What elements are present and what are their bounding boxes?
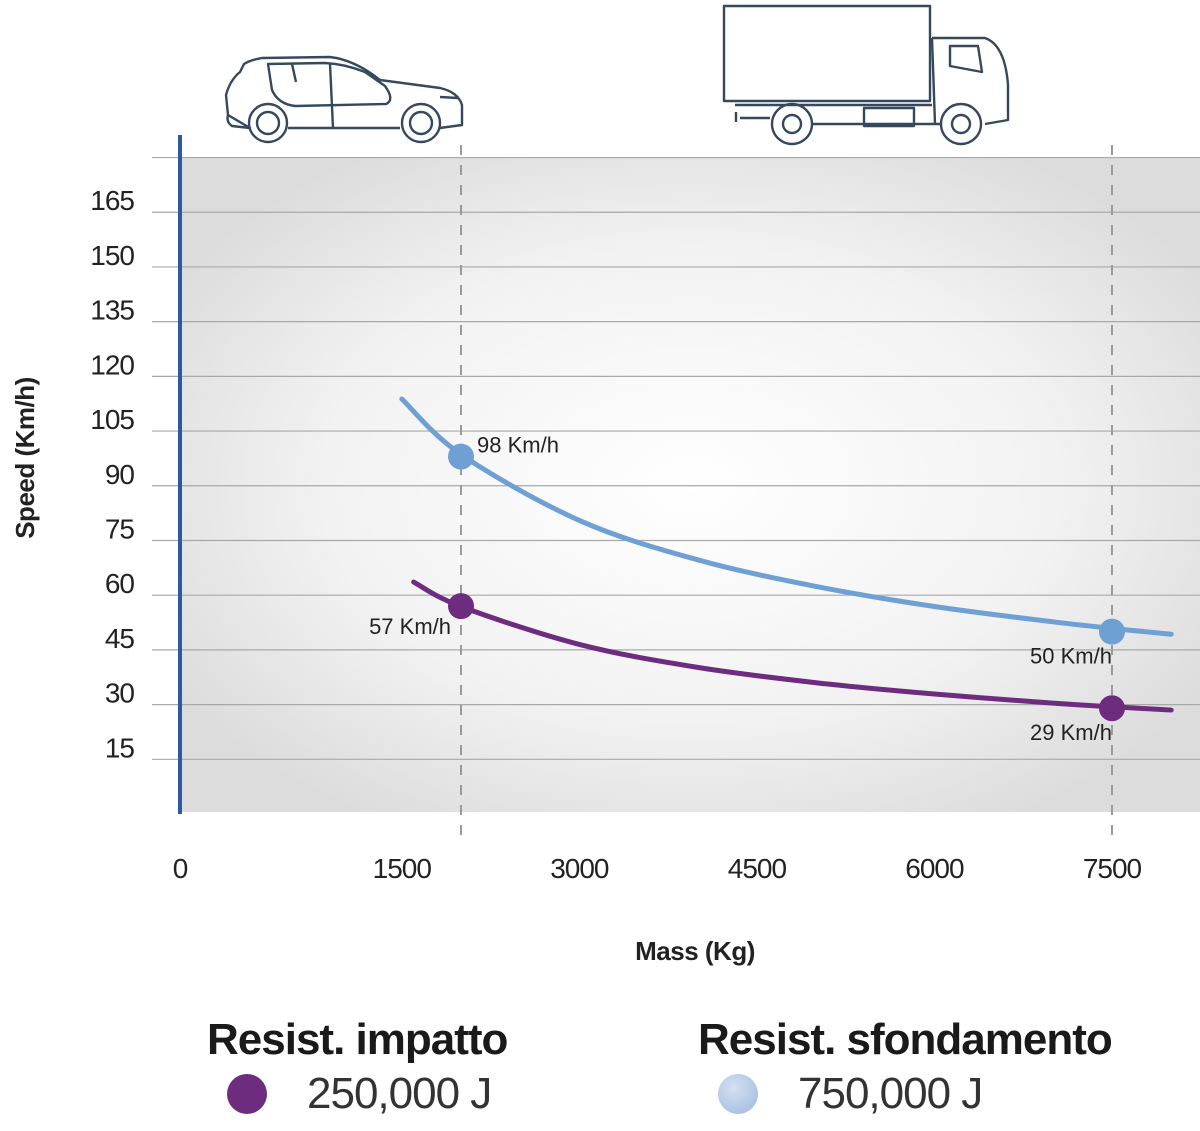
- x-tick-label: 0: [173, 853, 188, 884]
- legend-title: Resist. sfondamento: [698, 1015, 1113, 1064]
- legend-item-sfondamento: Resist. sfondamento 750,000 J: [698, 1015, 1113, 1119]
- y-tick-label: 60: [105, 568, 135, 599]
- legend-swatch-blue: [718, 1074, 758, 1114]
- y-tick-label: 120: [90, 349, 134, 380]
- y-tick-label: 165: [90, 185, 134, 216]
- reference-lines: [460, 145, 1113, 838]
- legend-swatch-purple: [227, 1074, 267, 1114]
- x-tick-label: 6000: [905, 853, 964, 884]
- data-label: 50 Km/h: [1030, 644, 1112, 669]
- y-tick-label: 150: [90, 240, 134, 271]
- series-line-1: [411, 579, 1174, 713]
- y-tick-label: 30: [105, 678, 135, 709]
- y-tick-label: 105: [90, 404, 134, 435]
- series-group: 98 Km/h 50 Km/h 57 Km/h 29 Km/h: [369, 396, 1174, 745]
- series-line-0: [399, 396, 1174, 637]
- speed-mass-chart: 15 30 45 60 75 90 105 120 135 150 165 0 1500 3000 450…: [10, 4, 1200, 966]
- data-point: [1098, 618, 1125, 645]
- x-tick-labels: 0 1500 3000 4500 6000 7500: [173, 853, 1143, 884]
- car-icon: [224, 55, 464, 144]
- y-tick-label: 90: [105, 459, 135, 490]
- y-tick-label: 45: [105, 623, 135, 654]
- data-label: 29 Km/h: [1030, 720, 1112, 745]
- legend-value: 750,000 J: [798, 1069, 983, 1118]
- x-tick-label: 3000: [550, 853, 609, 884]
- y-tick-label: 15: [105, 732, 135, 763]
- legend-title: Resist. impatto: [207, 1015, 508, 1064]
- y-axis-label: Speed (Km/h): [10, 377, 40, 539]
- data-point: [448, 593, 474, 620]
- gridlines: [152, 156, 1200, 760]
- x-axis-label: Mass (Kg): [635, 936, 755, 966]
- plot-background: [182, 158, 1200, 812]
- data-point: [1098, 695, 1125, 722]
- y-tick-labels: 15 30 45 60 75 90 105 120 135 150 165: [90, 185, 135, 763]
- y-tick-label: 135: [90, 295, 134, 326]
- x-tick-label: 7500: [1083, 853, 1142, 884]
- legend-item-impatto: Resist. impatto 250,000 J: [207, 1015, 508, 1119]
- x-tick-label: 1500: [373, 853, 432, 884]
- legend-value: 250,000 J: [307, 1069, 492, 1118]
- data-point: [448, 443, 474, 470]
- x-tick-label: 4500: [728, 853, 787, 884]
- data-label: 98 Km/h: [477, 433, 559, 458]
- data-label: 57 Km/h: [369, 614, 451, 639]
- truck-icon: [722, 4, 1010, 146]
- y-tick-label: 75: [105, 513, 135, 544]
